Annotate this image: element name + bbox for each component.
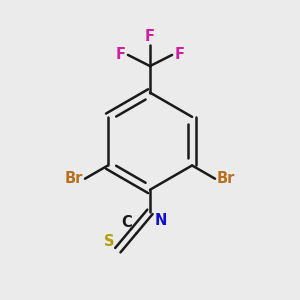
- Text: C: C: [122, 215, 132, 230]
- Text: F: F: [174, 47, 184, 62]
- Text: Br: Br: [217, 171, 235, 186]
- Text: F: F: [145, 29, 155, 44]
- Text: S: S: [104, 234, 114, 249]
- Text: Br: Br: [65, 171, 83, 186]
- Text: F: F: [116, 47, 126, 62]
- Text: N: N: [155, 213, 167, 228]
